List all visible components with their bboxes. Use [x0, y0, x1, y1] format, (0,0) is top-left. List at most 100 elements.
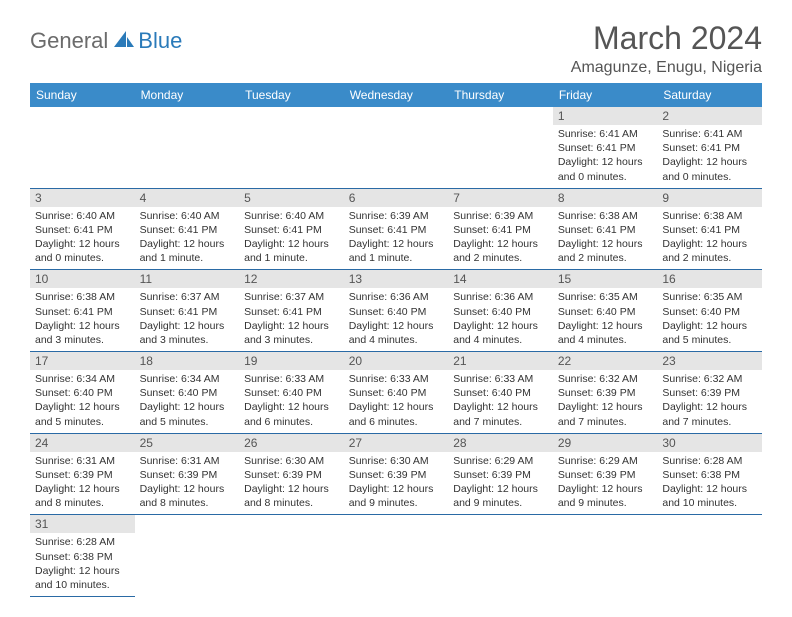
daylight-text: Daylight: 12 hours and 4 minutes.: [349, 319, 444, 347]
sunrise-text: Sunrise: 6:33 AM: [349, 372, 444, 386]
day-number: 12: [239, 270, 344, 288]
daylight-text: Daylight: 12 hours and 1 minute.: [244, 237, 339, 265]
calendar-day-cell: 25Sunrise: 6:31 AMSunset: 6:39 PMDayligh…: [135, 433, 240, 515]
calendar-day-cell: 17Sunrise: 6:34 AMSunset: 6:40 PMDayligh…: [30, 352, 135, 434]
sunset-text: Sunset: 6:41 PM: [35, 223, 130, 237]
sunset-text: Sunset: 6:38 PM: [662, 468, 757, 482]
day-details: Sunrise: 6:38 AMSunset: 6:41 PMDaylight:…: [553, 207, 658, 270]
sunrise-text: Sunrise: 6:32 AM: [558, 372, 653, 386]
calendar-day-cell: 9Sunrise: 6:38 AMSunset: 6:41 PMDaylight…: [657, 188, 762, 270]
day-number: 3: [30, 189, 135, 207]
sunset-text: Sunset: 6:38 PM: [35, 550, 130, 564]
day-details: Sunrise: 6:34 AMSunset: 6:40 PMDaylight:…: [30, 370, 135, 433]
daylight-text: Daylight: 12 hours and 4 minutes.: [453, 319, 548, 347]
day-number: 23: [657, 352, 762, 370]
weekday-header: Wednesday: [344, 83, 449, 107]
day-number: 9: [657, 189, 762, 207]
calendar-day-cell: 23Sunrise: 6:32 AMSunset: 6:39 PMDayligh…: [657, 352, 762, 434]
sunset-text: Sunset: 6:39 PM: [558, 468, 653, 482]
calendar-day-cell: [448, 515, 553, 597]
sunset-text: Sunset: 6:40 PM: [140, 386, 235, 400]
sunrise-text: Sunrise: 6:37 AM: [244, 290, 339, 304]
daylight-text: Daylight: 12 hours and 6 minutes.: [349, 400, 444, 428]
sunset-text: Sunset: 6:41 PM: [35, 305, 130, 319]
daylight-text: Daylight: 12 hours and 8 minutes.: [244, 482, 339, 510]
daylight-text: Daylight: 12 hours and 10 minutes.: [662, 482, 757, 510]
day-details: Sunrise: 6:29 AMSunset: 6:39 PMDaylight:…: [553, 452, 658, 515]
day-details: Sunrise: 6:40 AMSunset: 6:41 PMDaylight:…: [135, 207, 240, 270]
daylight-text: Daylight: 12 hours and 2 minutes.: [558, 237, 653, 265]
day-number: 20: [344, 352, 449, 370]
day-number: 16: [657, 270, 762, 288]
sunrise-text: Sunrise: 6:36 AM: [453, 290, 548, 304]
daylight-text: Daylight: 12 hours and 3 minutes.: [140, 319, 235, 347]
calendar-day-cell: 2Sunrise: 6:41 AMSunset: 6:41 PMDaylight…: [657, 107, 762, 188]
day-details: Sunrise: 6:38 AMSunset: 6:41 PMDaylight:…: [30, 288, 135, 351]
daylight-text: Daylight: 12 hours and 2 minutes.: [453, 237, 548, 265]
calendar-day-cell: [239, 107, 344, 188]
day-number: 26: [239, 434, 344, 452]
sunrise-text: Sunrise: 6:38 AM: [558, 209, 653, 223]
daylight-text: Daylight: 12 hours and 5 minutes.: [35, 400, 130, 428]
weekday-header-row: SundayMondayTuesdayWednesdayThursdayFrid…: [30, 83, 762, 107]
sunset-text: Sunset: 6:40 PM: [349, 386, 444, 400]
sunrise-text: Sunrise: 6:39 AM: [349, 209, 444, 223]
daylight-text: Daylight: 12 hours and 3 minutes.: [244, 319, 339, 347]
title-block: March 2024 Amagunze, Enugu, Nigeria: [571, 20, 762, 77]
sunrise-text: Sunrise: 6:29 AM: [453, 454, 548, 468]
day-number: 21: [448, 352, 553, 370]
day-details: Sunrise: 6:31 AMSunset: 6:39 PMDaylight:…: [30, 452, 135, 515]
day-number: 22: [553, 352, 658, 370]
calendar-day-cell: 11Sunrise: 6:37 AMSunset: 6:41 PMDayligh…: [135, 270, 240, 352]
location-subtitle: Amagunze, Enugu, Nigeria: [571, 59, 762, 77]
calendar-day-cell: 12Sunrise: 6:37 AMSunset: 6:41 PMDayligh…: [239, 270, 344, 352]
day-number: 7: [448, 189, 553, 207]
calendar-week-row: 24Sunrise: 6:31 AMSunset: 6:39 PMDayligh…: [30, 433, 762, 515]
calendar-day-cell: [344, 107, 449, 188]
day-number: 30: [657, 434, 762, 452]
day-number: 4: [135, 189, 240, 207]
sunrise-text: Sunrise: 6:33 AM: [453, 372, 548, 386]
calendar-day-cell: [553, 515, 658, 597]
calendar-day-cell: 13Sunrise: 6:36 AMSunset: 6:40 PMDayligh…: [344, 270, 449, 352]
sunset-text: Sunset: 6:40 PM: [244, 386, 339, 400]
day-number: 10: [30, 270, 135, 288]
page-title: March 2024: [571, 20, 762, 57]
sunset-text: Sunset: 6:41 PM: [140, 223, 235, 237]
day-details: Sunrise: 6:32 AMSunset: 6:39 PMDaylight:…: [553, 370, 658, 433]
sunrise-text: Sunrise: 6:41 AM: [662, 127, 757, 141]
sunrise-text: Sunrise: 6:34 AM: [35, 372, 130, 386]
sunset-text: Sunset: 6:41 PM: [244, 223, 339, 237]
daylight-text: Daylight: 12 hours and 7 minutes.: [662, 400, 757, 428]
calendar-day-cell: 22Sunrise: 6:32 AMSunset: 6:39 PMDayligh…: [553, 352, 658, 434]
day-number: 28: [448, 434, 553, 452]
calendar-week-row: 3Sunrise: 6:40 AMSunset: 6:41 PMDaylight…: [30, 188, 762, 270]
daylight-text: Daylight: 12 hours and 7 minutes.: [453, 400, 548, 428]
calendar-day-cell: [344, 515, 449, 597]
sunset-text: Sunset: 6:40 PM: [662, 305, 757, 319]
calendar-day-cell: 15Sunrise: 6:35 AMSunset: 6:40 PMDayligh…: [553, 270, 658, 352]
sunrise-text: Sunrise: 6:40 AM: [35, 209, 130, 223]
sunrise-text: Sunrise: 6:37 AM: [140, 290, 235, 304]
calendar-day-cell: 16Sunrise: 6:35 AMSunset: 6:40 PMDayligh…: [657, 270, 762, 352]
logo-text-general: General: [30, 28, 108, 54]
sunrise-text: Sunrise: 6:34 AM: [140, 372, 235, 386]
sunset-text: Sunset: 6:39 PM: [244, 468, 339, 482]
day-number: 1: [553, 107, 658, 125]
sunrise-text: Sunrise: 6:29 AM: [558, 454, 653, 468]
sunset-text: Sunset: 6:39 PM: [349, 468, 444, 482]
calendar-day-cell: [30, 107, 135, 188]
weekday-header: Monday: [135, 83, 240, 107]
daylight-text: Daylight: 12 hours and 9 minutes.: [349, 482, 444, 510]
sunrise-text: Sunrise: 6:38 AM: [662, 209, 757, 223]
sunset-text: Sunset: 6:41 PM: [558, 141, 653, 155]
calendar-week-row: 31Sunrise: 6:28 AMSunset: 6:38 PMDayligh…: [30, 515, 762, 597]
day-number: 17: [30, 352, 135, 370]
calendar-day-cell: 19Sunrise: 6:33 AMSunset: 6:40 PMDayligh…: [239, 352, 344, 434]
sunrise-text: Sunrise: 6:32 AM: [662, 372, 757, 386]
calendar-day-cell: 27Sunrise: 6:30 AMSunset: 6:39 PMDayligh…: [344, 433, 449, 515]
sunrise-text: Sunrise: 6:28 AM: [35, 535, 130, 549]
day-details: Sunrise: 6:39 AMSunset: 6:41 PMDaylight:…: [448, 207, 553, 270]
calendar-day-cell: [448, 107, 553, 188]
sail-icon: [112, 29, 136, 54]
